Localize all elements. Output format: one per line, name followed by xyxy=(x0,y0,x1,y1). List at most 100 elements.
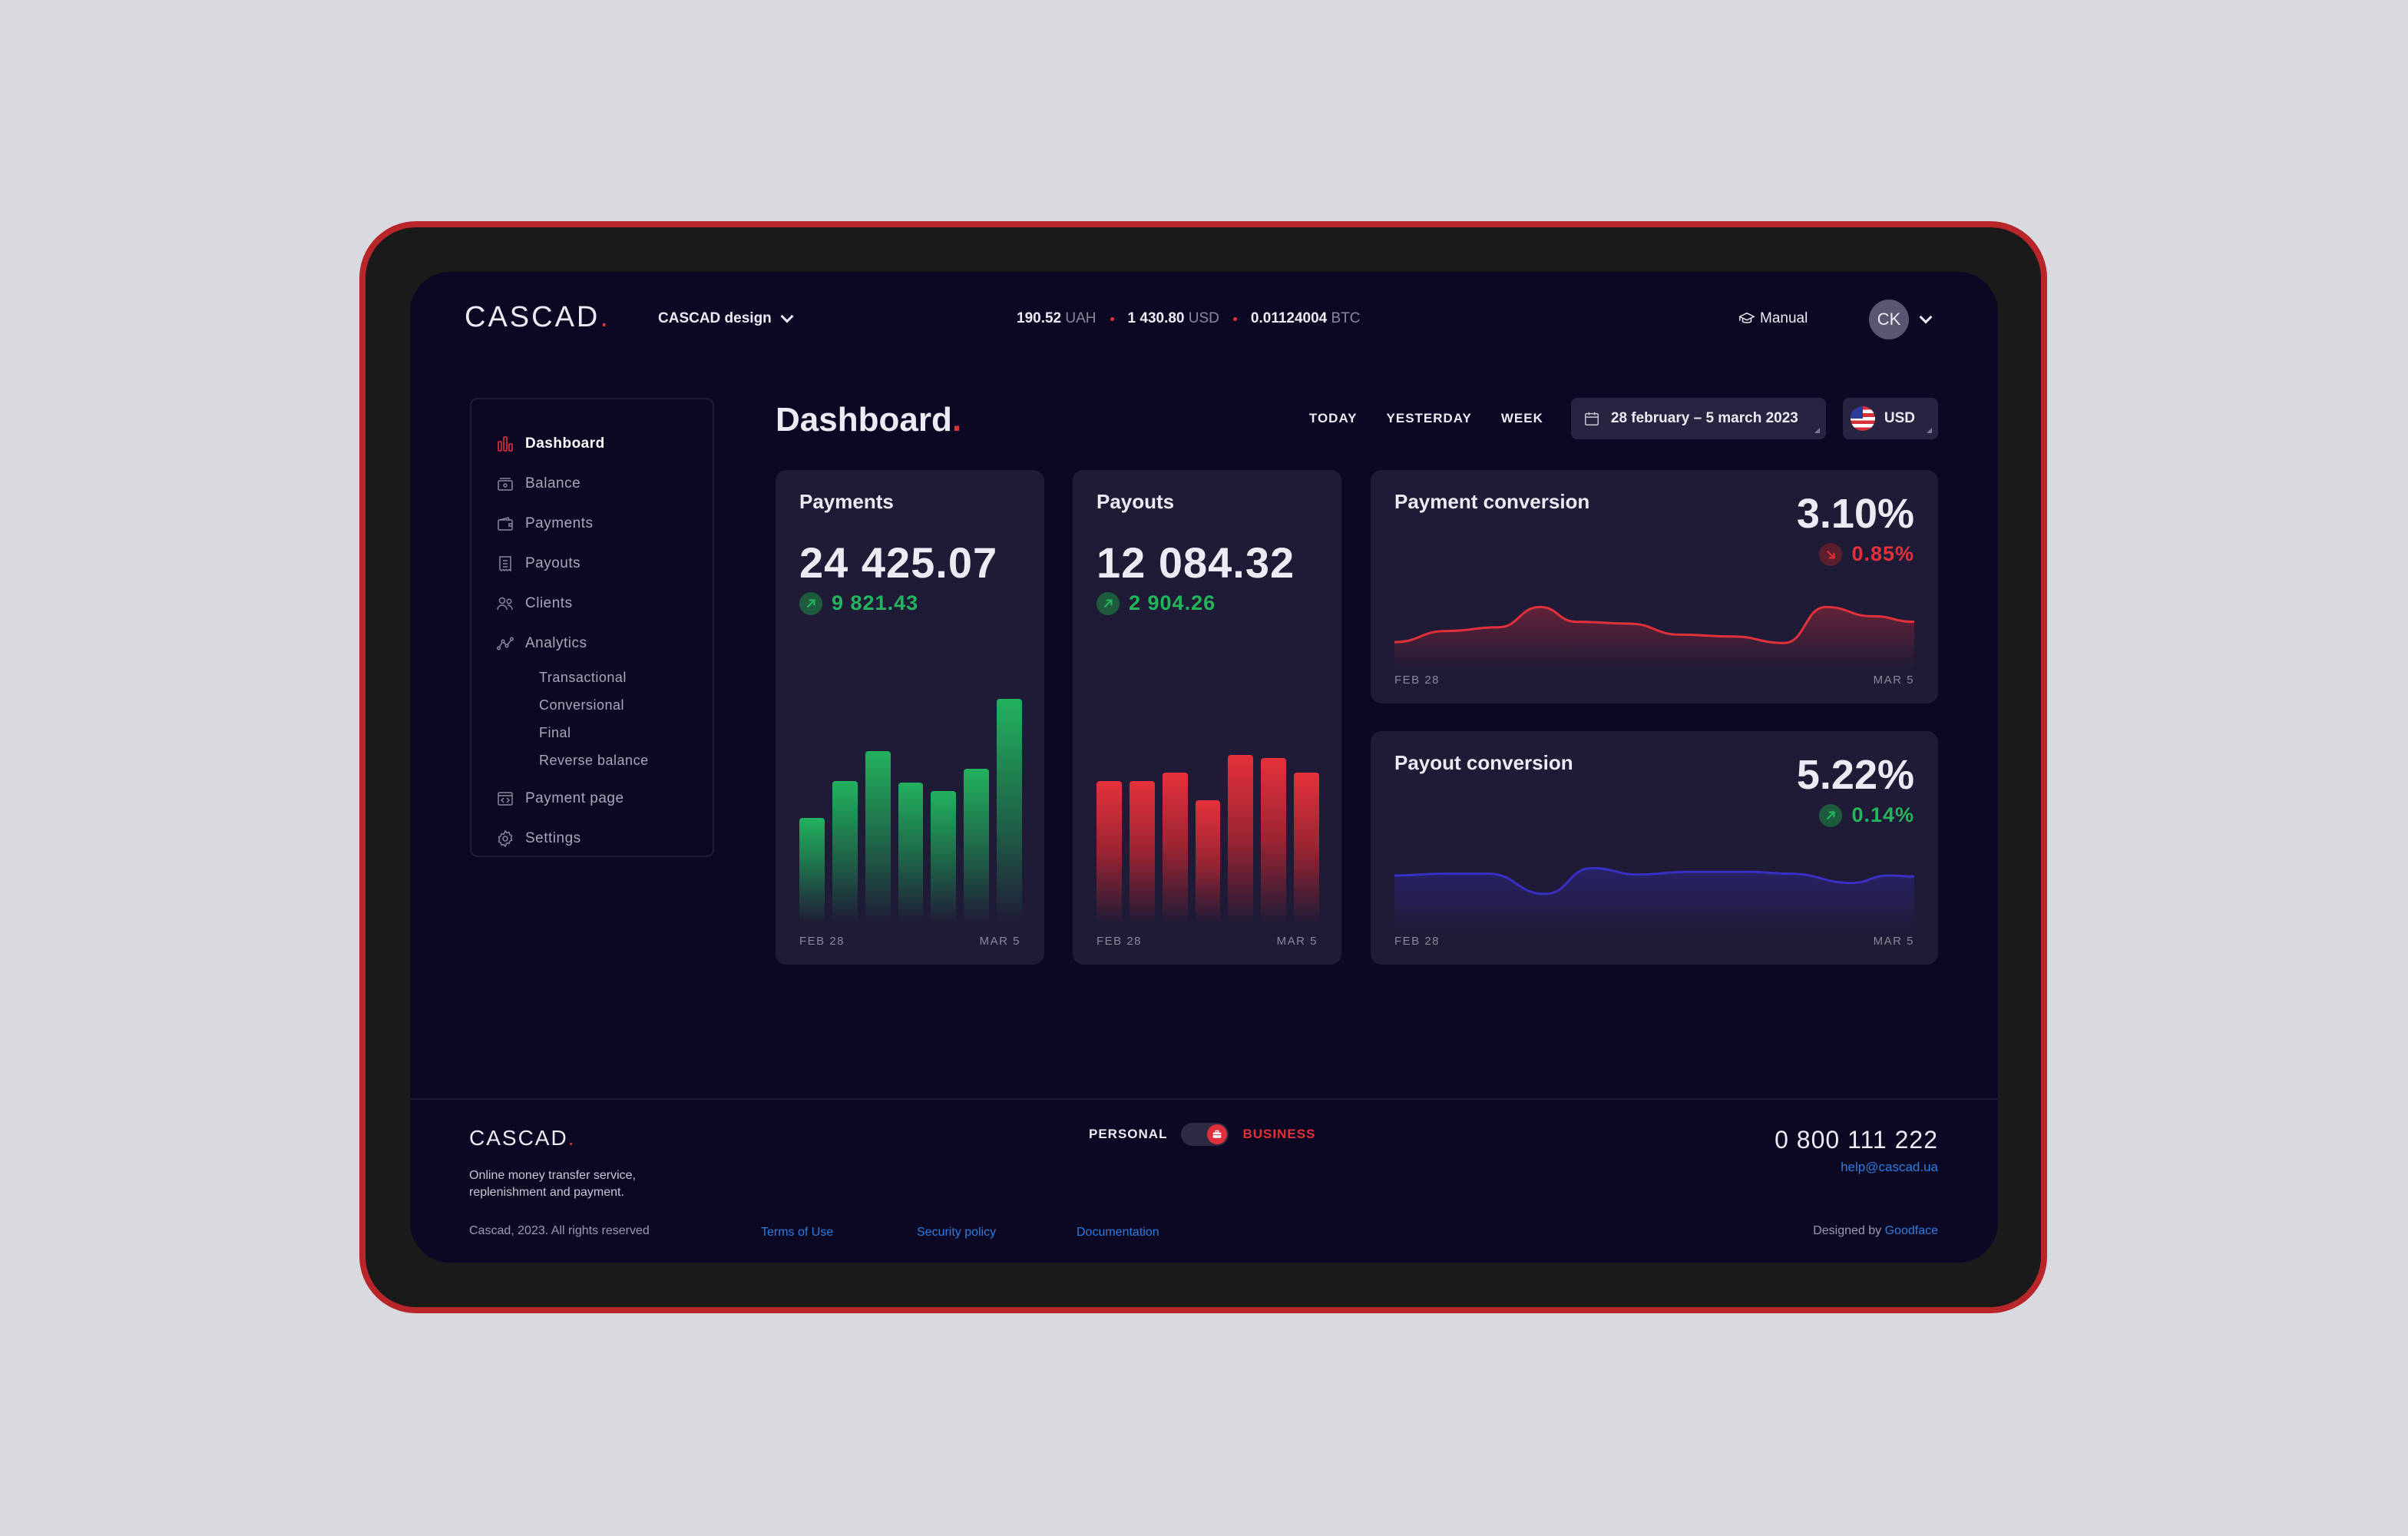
terms-of-use-link[interactable]: Terms of Use xyxy=(761,1226,834,1239)
exchange-rates: 190.52 UAH 1 430.80 USD 0.01124004 BTC xyxy=(1017,310,1361,327)
sidebar-item-clients[interactable]: Clients xyxy=(471,584,713,624)
filter-yesterday[interactable]: YESTERDAY xyxy=(1386,411,1472,425)
footer-tagline: Online money transfer service, replenish… xyxy=(469,1169,636,1199)
sidebar-subitem-reverse-balance[interactable]: Reverse balance xyxy=(539,752,649,768)
separator-dot xyxy=(1232,316,1237,321)
account-type-toggle[interactable] xyxy=(1181,1123,1229,1146)
sidebar-subitem-conversional[interactable]: Conversional xyxy=(539,697,625,713)
bar[interactable] xyxy=(799,817,825,923)
delta-value: 0.14% xyxy=(1851,803,1914,826)
rate-uah: 190.52 UAH xyxy=(1017,310,1096,327)
sidebar-item-balance[interactable]: Balance xyxy=(471,464,713,504)
bar[interactable] xyxy=(1294,772,1320,923)
payouts-card[interactable]: Payouts 12 084.32 2 904.26 FEB 28 MAR 5 xyxy=(1073,470,1341,965)
x-label-end: MAR 5 xyxy=(1873,674,1914,687)
cash-icon xyxy=(496,475,514,493)
sidebar-item-dashboard[interactable]: Dashboard xyxy=(471,424,713,464)
arrow-up-right-icon xyxy=(1819,803,1843,827)
code-window-icon xyxy=(496,790,514,808)
arrow-up-right-icon xyxy=(799,591,822,615)
period-filters: TODAY YESTERDAY WEEK 28 february – 5 mar… xyxy=(1309,398,1938,439)
payouts-total: 12 084.32 xyxy=(1096,538,1295,587)
sidebar-subitem-transactional[interactable]: Transactional xyxy=(539,669,627,685)
sidebar-item-payouts[interactable]: Payouts xyxy=(471,544,713,584)
wallet-icon xyxy=(496,515,514,533)
arrow-up-right-icon xyxy=(1096,591,1120,615)
avatar[interactable]: CK xyxy=(1869,300,1909,339)
card-title: Payments xyxy=(799,490,894,513)
payout-conversion-delta: 0.14% xyxy=(1819,803,1914,827)
bar[interactable] xyxy=(964,769,990,923)
organization-name: CASCAD design xyxy=(658,310,772,326)
bar[interactable] xyxy=(898,782,924,923)
filter-today[interactable]: TODAY xyxy=(1308,411,1358,425)
device-bezel: CASCAD. CASCAD design 190.52 UAH 1 430.8… xyxy=(366,227,2041,1307)
calendar-icon xyxy=(1584,412,1599,425)
currency-selector[interactable]: USD xyxy=(1842,398,1938,439)
separator-dot xyxy=(1110,316,1114,321)
payments-delta: 9 821.43 xyxy=(799,591,918,615)
support-phone[interactable]: 0 800 111 222 xyxy=(1775,1126,1938,1154)
date-range-value: 28 february – 5 march 2023 xyxy=(1610,410,1798,426)
chevron-down-icon xyxy=(780,310,794,323)
date-range-picker[interactable]: 28 february – 5 march 2023 xyxy=(1570,398,1826,439)
sidebar-item-settings[interactable]: Settings xyxy=(471,819,713,859)
payout-conversion-card[interactable]: Payout conversion 5.22% 0.14% FEB 28 MAR… xyxy=(1371,731,1938,965)
bar[interactable] xyxy=(1162,772,1188,923)
bar[interactable] xyxy=(832,781,858,923)
users-icon xyxy=(496,594,514,613)
sidebar-item-label: Balance xyxy=(525,475,581,492)
us-flag-icon xyxy=(1850,406,1875,431)
payout-conversion-area-chart xyxy=(1394,839,1914,931)
bar[interactable] xyxy=(1228,754,1254,923)
organization-selector[interactable]: CASCAD design xyxy=(658,310,794,327)
sidebar-item-payments[interactable]: Payments xyxy=(471,504,713,544)
filter-week[interactable]: WEEK xyxy=(1500,411,1543,425)
x-axis-labels: FEB 28 MAR 5 xyxy=(1394,674,1914,687)
currency-value: USD xyxy=(1884,410,1915,426)
personal-label[interactable]: PERSONAL xyxy=(1089,1127,1168,1141)
rate-currency: UAH xyxy=(1065,310,1096,326)
card-title: Payout conversion xyxy=(1394,751,1573,774)
bar[interactable] xyxy=(1096,781,1122,923)
analytics-icon xyxy=(496,634,514,653)
x-label-start: FEB 28 xyxy=(1096,935,1143,948)
x-label-start: FEB 28 xyxy=(799,935,845,948)
goodface-link[interactable]: Goodface xyxy=(1884,1224,1938,1237)
device-frame: CASCAD. CASCAD design 190.52 UAH 1 430.8… xyxy=(359,221,2047,1313)
footer-logo[interactable]: CASCAD. xyxy=(469,1126,575,1150)
user-menu[interactable]: CK xyxy=(1869,300,1933,339)
rate-usd: 1 430.80 USD xyxy=(1128,310,1219,327)
bar[interactable] xyxy=(997,699,1023,923)
rate-currency: USD xyxy=(1188,310,1219,326)
logo[interactable]: CASCAD. xyxy=(465,301,610,334)
payout-conversion-value: 5.22% xyxy=(1796,752,1914,798)
app-screen: CASCAD. CASCAD design 190.52 UAH 1 430.8… xyxy=(410,272,1998,1263)
x-label-end: MAR 5 xyxy=(979,935,1020,948)
sidebar-item-label: Payment page xyxy=(525,790,624,806)
business-label[interactable]: BUSINESS xyxy=(1242,1127,1316,1141)
documentation-link[interactable]: Documentation xyxy=(1077,1226,1159,1239)
graduation-cap-icon xyxy=(1738,312,1755,323)
resize-corner-icon xyxy=(1927,428,1932,433)
page-title: Dashboard. xyxy=(776,401,961,439)
support-email-link[interactable]: help@cascad.ua xyxy=(1841,1160,1938,1174)
bar[interactable] xyxy=(865,751,891,923)
payment-conversion-card[interactable]: Payment conversion 3.10% 0.85% FEB 28 MA… xyxy=(1371,470,1938,703)
bar[interactable] xyxy=(1261,758,1287,923)
manual-link[interactable]: Manual xyxy=(1738,310,1808,327)
sidebar-item-analytics[interactable]: Analytics xyxy=(471,624,713,664)
sidebar-nav: Dashboard Balance Payments Payouts Clien… xyxy=(470,398,714,857)
payments-card[interactable]: Payments 24 425.07 9 821.43 FEB 28 MAR 5 xyxy=(776,470,1044,965)
sidebar-subitem-final[interactable]: Final xyxy=(539,724,571,740)
payment-conversion-delta: 0.85% xyxy=(1819,542,1914,566)
security-policy-link[interactable]: Security policy xyxy=(917,1226,997,1239)
sidebar-item-payment-page[interactable]: Payment page xyxy=(471,779,713,819)
delta-value: 0.85% xyxy=(1851,542,1914,565)
x-label-end: MAR 5 xyxy=(1873,935,1914,948)
bar[interactable] xyxy=(1195,799,1221,923)
bar[interactable] xyxy=(1129,781,1155,923)
rate-amount: 0.01124004 xyxy=(1250,310,1328,326)
bar[interactable] xyxy=(931,791,957,923)
rate-amount: 190.52 xyxy=(1017,310,1062,326)
